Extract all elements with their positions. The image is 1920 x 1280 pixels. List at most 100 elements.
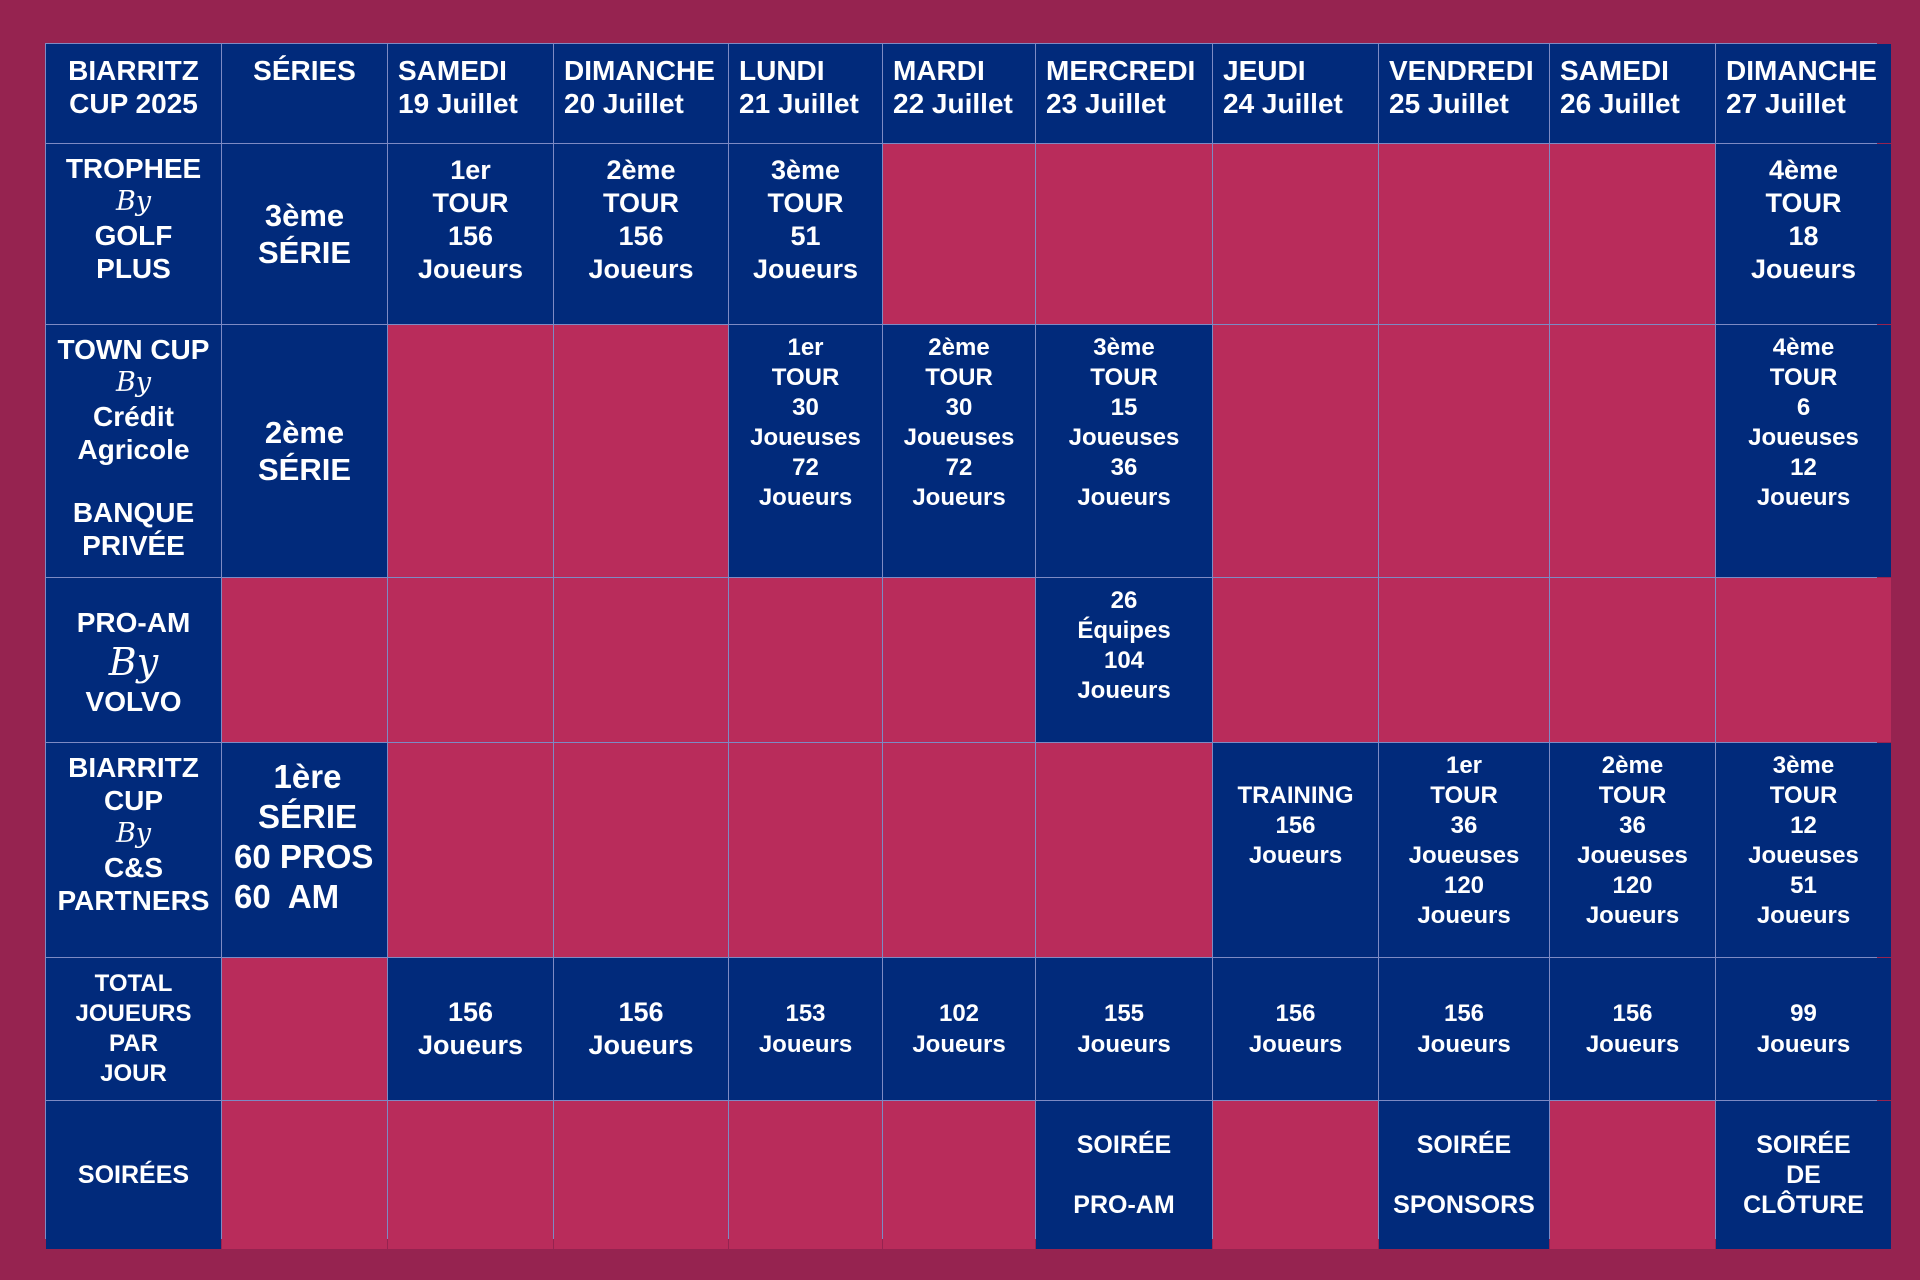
header-day: SAMEDI 26 Juillet <box>1550 44 1715 143</box>
empty-cell <box>1036 743 1212 957</box>
header-day: VENDREDI 25 Juillet <box>1379 44 1549 143</box>
serie-text: 60 AM <box>234 878 340 915</box>
empty-cell <box>1213 578 1378 742</box>
by-script-text: By <box>108 640 159 684</box>
day-name: DIMANCHE <box>564 55 715 86</box>
cell-line: 1er <box>1445 752 1483 779</box>
row-label-text: TOTAL <box>94 970 173 997</box>
cell-line: 26 <box>1110 587 1138 614</box>
serie-text: SÉRIE <box>257 452 352 487</box>
cell-line: 30 <box>792 394 819 421</box>
total-unit: Joueurs <box>912 1031 1006 1058</box>
total-value: 99 <box>1790 1000 1817 1027</box>
cell-line: Joueurs <box>912 484 1006 511</box>
training-cell: TRAINING 156 Joueurs <box>1213 743 1378 957</box>
cell-line: Joueurs <box>417 254 524 284</box>
cell-line: 2ème <box>1601 752 1664 779</box>
total-unit: Joueurs <box>588 1030 694 1060</box>
row-label-pro-am: PRO-AM By VOLVO <box>46 578 221 742</box>
empty-cell <box>1036 144 1212 324</box>
cell-line: 72 <box>945 454 973 481</box>
total-unit: Joueurs <box>1417 1031 1511 1058</box>
empty-cell <box>729 743 882 957</box>
soiree-cell: SOIRÉE DE CLÔTURE <box>1716 1101 1891 1249</box>
cell-line: 3ème <box>1772 752 1835 779</box>
day-name: MARDI <box>893 55 985 86</box>
serie-text: 3ème <box>264 198 345 233</box>
cell-line: Joueurs <box>1077 677 1171 704</box>
header-series-label: SÉRIES <box>253 55 356 86</box>
round-cell: 3ème TOUR 12 Joueuses 51 Joueurs <box>1716 743 1891 957</box>
row-label-text: BANQUE <box>72 497 195 528</box>
cell-line: 120 <box>1443 872 1485 899</box>
empty-cell <box>883 743 1035 957</box>
total-value: 156 <box>1612 1000 1653 1027</box>
soiree-text: DE <box>1786 1161 1821 1189</box>
empty-cell <box>1550 325 1715 577</box>
row-label-text: PRO-AM <box>76 607 191 638</box>
header-day: JEUDI 24 Juillet <box>1213 44 1378 143</box>
row-label-text: GOLF <box>94 220 173 251</box>
cell-line: Joueuses <box>1748 424 1859 451</box>
cell-line: TOUR <box>771 364 840 391</box>
cell-line: 36 <box>1110 454 1138 481</box>
schedule-table: BIARRITZ CUP 2025 SÉRIES SAMEDI 19 Juille… <box>45 43 1891 1249</box>
round-cell: 2ème TOUR 30 Joueuses 72 Joueurs <box>883 325 1035 577</box>
cell-line: Joueurs <box>1756 484 1851 511</box>
day-name: JEUDI <box>1223 55 1306 86</box>
soiree-cell: SOIRÉE SPONSORS <box>1379 1101 1549 1249</box>
total-value: 102 <box>938 1000 980 1027</box>
cell-line: 4ème <box>1768 155 1839 185</box>
empty-cell <box>883 144 1035 324</box>
cell-line: Équipes <box>1077 617 1171 644</box>
row-label-text: Crédit <box>93 401 174 432</box>
header-corner: BIARRITZ CUP 2025 <box>46 44 221 143</box>
cell-line: TOUR <box>1769 364 1838 391</box>
row-label-text: TROPHEE <box>65 153 202 184</box>
cell-line: 72 <box>792 454 819 481</box>
total-cell: 156 Joueurs <box>1379 958 1549 1100</box>
cell-line: 36 <box>1450 812 1478 839</box>
total-unit: Joueurs <box>758 1031 853 1058</box>
total-value: 156 <box>618 997 664 1027</box>
empty-cell <box>1213 325 1378 577</box>
cell-line: 51 <box>1790 872 1817 899</box>
cell-line: 30 <box>945 394 973 421</box>
empty-cell <box>1213 1101 1378 1249</box>
empty-cell <box>729 1101 882 1249</box>
empty-cell <box>1716 578 1891 742</box>
row-label-text: PLUS <box>96 253 171 284</box>
cell-line: 2ème <box>606 155 676 185</box>
cell-line: TOUR <box>1769 782 1838 809</box>
cell-line: 156 <box>618 221 664 251</box>
soiree-text: SOIRÉE <box>1416 1131 1512 1159</box>
cell-line: Joueurs <box>588 254 694 284</box>
empty-cell <box>388 743 553 957</box>
cell-line: Joueuses <box>1068 424 1180 451</box>
cell-line: 3ème <box>1093 334 1155 361</box>
cell-line: Joueuses <box>1748 842 1859 869</box>
row-label-total: TOTAL JOUEURS PAR JOUR <box>46 958 221 1100</box>
cell-line: 18 <box>1788 221 1819 251</box>
cell-line: Joueurs <box>1417 902 1511 929</box>
header-day: MERCREDI 23 Juillet <box>1036 44 1212 143</box>
day-name: SAMEDI <box>1560 55 1669 86</box>
header-day: LUNDI 21 Juillet <box>729 44 882 143</box>
empty-cell <box>388 1101 553 1249</box>
cell-line: Joueuses <box>1408 842 1520 869</box>
row-label-town-cup: TOWN CUP By Crédit Agricole BANQUE PRIVÉ… <box>46 325 221 577</box>
cell-line: 156 <box>447 221 494 251</box>
serie-text: 60 PROS <box>234 838 374 875</box>
cell-line: Joueurs <box>1077 484 1171 511</box>
round-cell: 3ème TOUR 15 Joueuses 36 Joueurs <box>1036 325 1212 577</box>
round-cell: 4ème TOUR 18 Joueurs <box>1716 144 1891 324</box>
round-cell: 1er TOUR 156 Joueurs <box>388 144 553 324</box>
empty-cell <box>1550 144 1715 324</box>
total-cell: 155 Joueurs <box>1036 958 1212 1100</box>
empty-cell <box>1550 578 1715 742</box>
cell-line: TOUR <box>432 188 509 218</box>
cell-line: 104 <box>1103 647 1145 674</box>
cell-line: Joueurs <box>1248 842 1343 869</box>
header-day: SAMEDI 19 Juillet <box>388 44 553 143</box>
day-date: 23 Juillet <box>1046 88 1166 119</box>
